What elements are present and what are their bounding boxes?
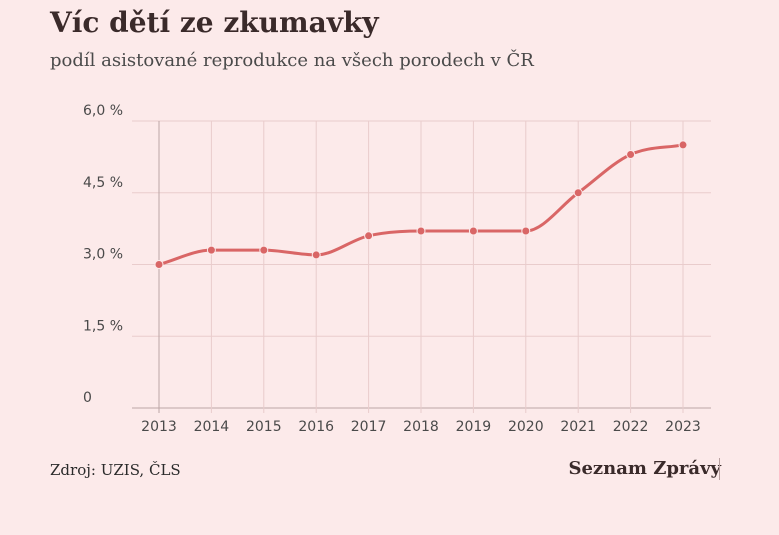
chart-grid (132, 120, 711, 413)
data-point[interactable] (416, 226, 426, 236)
data-point[interactable] (206, 245, 216, 255)
y-tick-label: 4,5 % (83, 175, 123, 191)
data-point[interactable] (468, 226, 478, 236)
x-tick-label: 2021 (560, 419, 596, 435)
chart-title: Víc dětí ze zkumavky (50, 6, 379, 39)
x-tick-label: 2013 (141, 419, 177, 435)
x-tick-label: 2019 (456, 419, 492, 435)
data-point[interactable] (678, 140, 688, 150)
y-tick-label: 3,0 % (83, 247, 123, 263)
y-axis-ticks: 0 1,5 % 3,0 % 4,5 % 6,0 % (83, 103, 123, 406)
x-tick-label: 2016 (298, 419, 334, 435)
x-axis-ticks: 2013 2014 2015 2016 2017 2018 2019 2020 2021 2022… (141, 419, 701, 435)
data-series (154, 140, 688, 269)
x-tick-label: 2023 (665, 419, 701, 435)
data-point[interactable] (521, 226, 531, 236)
x-tick-label: 2020 (508, 419, 544, 435)
y-tick-label: 6,0 % (83, 103, 123, 119)
y-tick-label: 0 (83, 390, 92, 406)
x-tick-label: 2018 (403, 419, 439, 435)
data-point[interactable] (573, 188, 583, 198)
data-point[interactable] (626, 149, 636, 159)
x-tick-label: 2015 (246, 419, 282, 435)
data-point[interactable] (364, 231, 374, 241)
data-point[interactable] (311, 250, 321, 260)
chart-subtitle: podíl asistované reprodukce na všech por… (50, 50, 534, 71)
brand-logo: Seznam Zprávy (568, 458, 721, 479)
source-note: Zdroj: UZIS, ČLS (50, 461, 181, 479)
x-tick-label: 2017 (351, 419, 387, 435)
brand-divider (719, 458, 720, 480)
x-tick-label: 2014 (194, 419, 230, 435)
data-point[interactable] (259, 245, 269, 255)
x-tick-label: 2022 (613, 419, 649, 435)
data-point[interactable] (154, 260, 164, 269)
y-tick-label: 1,5 % (83, 318, 123, 334)
